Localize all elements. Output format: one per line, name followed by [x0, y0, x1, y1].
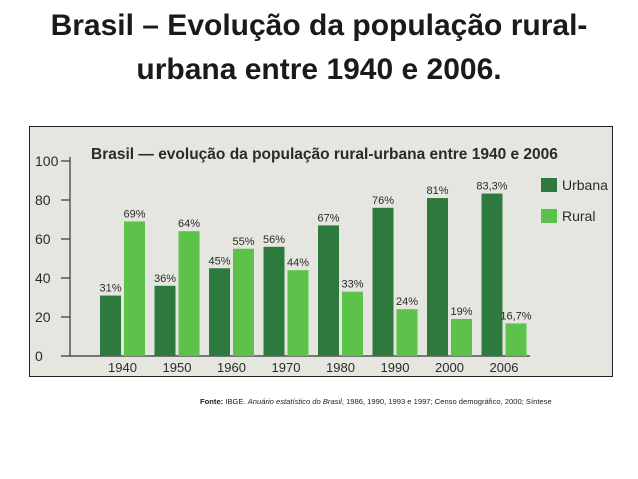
x-tick-label-2006: 2006 — [490, 360, 519, 375]
slide-title: Brasil – Evolução da população rural- ur… — [0, 4, 638, 92]
data-label-urbana-1990: 76% — [372, 195, 394, 207]
bar-urbana-1980 — [318, 225, 339, 356]
chart-title: Brasil — evolução da população rural-urb… — [91, 146, 558, 163]
bar-urbana-1950 — [154, 285, 176, 356]
y-tick-label: 100 — [35, 153, 59, 169]
bar-urbana-1970 — [263, 246, 285, 356]
data-label-rural-1980: 33% — [341, 279, 363, 291]
bar-rural-1980 — [342, 291, 363, 356]
slide-title-line-2: urbana entre 1940 e 2006. — [136, 53, 502, 86]
chart-figure: Brasil — evolução da população rural-urb… — [29, 126, 613, 377]
y-tick-label: 40 — [35, 270, 51, 286]
data-label-rural-1950: 64% — [178, 218, 200, 230]
data-label-urbana-1940: 31% — [99, 283, 121, 295]
x-tick-label-2000: 2000 — [435, 360, 464, 375]
data-label-rural-1960: 55% — [232, 236, 254, 248]
data-label-urbana-1970: 56% — [263, 234, 285, 246]
bar-rural-2006 — [505, 323, 527, 356]
data-label-urbana-2000: 81% — [426, 185, 448, 197]
data-label-urbana-1960: 45% — [208, 255, 230, 267]
data-label-urbana-1950: 36% — [154, 273, 176, 285]
bar-rural-2000 — [451, 318, 472, 356]
bar-rural-1990 — [396, 309, 418, 356]
bar-urbana-2000 — [427, 198, 448, 356]
x-tick-label-1950: 1950 — [163, 360, 192, 375]
x-tick-label-1970: 1970 — [272, 360, 301, 375]
source-italic: Anuário estatístico do Brasil — [247, 397, 342, 406]
legend-swatch-rural — [541, 209, 557, 223]
bar-rural-1940 — [124, 221, 145, 356]
x-tick-label-1960: 1960 — [217, 360, 246, 375]
bar-urbana-1960 — [209, 268, 230, 356]
source-post: , 1986, 1990, 1993 e 1997; Censo demográ… — [341, 397, 552, 406]
data-label-urbana-1980: 67% — [317, 212, 339, 224]
legend-swatch-urbana — [541, 178, 557, 192]
bar-urbana-1990 — [372, 207, 394, 356]
slide-title-line-1: Brasil – Evolução da população rural- — [50, 9, 588, 42]
x-tick-label-1990: 1990 — [381, 360, 410, 375]
legend-label-urbana: Urbana — [562, 177, 608, 193]
data-label-rural-1970: 44% — [287, 257, 309, 269]
population-bar-chart: Brasil — evolução da população rural-urb… — [35, 146, 608, 375]
y-tick-label: 80 — [35, 192, 51, 208]
y-tick-label: 20 — [35, 309, 51, 325]
bar-urbana-2006 — [481, 193, 503, 356]
bar-rural-1970 — [287, 270, 309, 356]
source-pre: IBGE. — [225, 397, 246, 406]
y-tick-label: 60 — [35, 231, 51, 247]
source-note: Fonte: IBGE. Anuário estatístico do Bras… — [200, 397, 552, 406]
y-tick-label: 0 — [35, 348, 43, 364]
data-label-rural-2006: 16,7% — [500, 310, 531, 322]
bar-rural-1950 — [178, 231, 200, 356]
data-label-rural-1990: 24% — [396, 296, 418, 308]
source-label: Fonte: — [200, 397, 224, 406]
bar-rural-1960 — [233, 248, 254, 356]
data-label-urbana-2006: 83,3% — [476, 181, 507, 193]
data-label-rural-2000: 19% — [450, 306, 472, 318]
data-label-rural-1940: 69% — [123, 208, 145, 220]
bar-urbana-1940 — [100, 295, 121, 356]
x-tick-label-1940: 1940 — [108, 360, 137, 375]
legend-label-rural: Rural — [562, 208, 595, 224]
x-tick-label-1980: 1980 — [326, 360, 355, 375]
